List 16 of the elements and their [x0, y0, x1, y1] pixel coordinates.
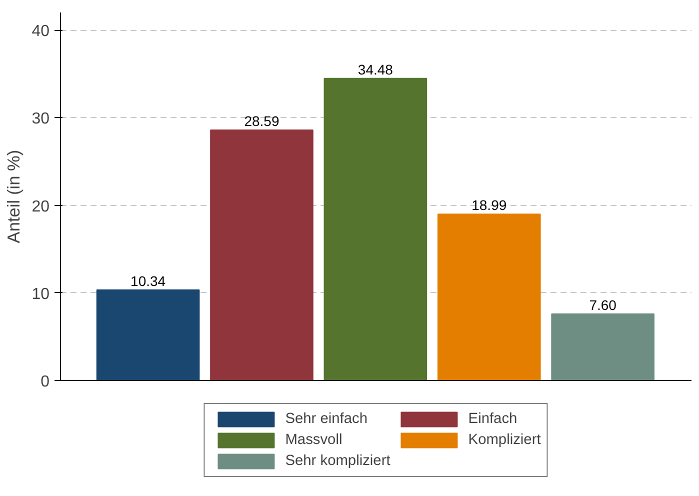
data-label: 34.48 [358, 61, 394, 78]
y-tick-label: 10 [32, 286, 50, 303]
legend-label: Massvoll [285, 432, 342, 448]
y-tick-label: 40 [32, 23, 50, 40]
legend-label: Sehr einfach [285, 411, 368, 427]
legend-label: Einfach [468, 411, 518, 427]
legend-label: Sehr kompliziert [285, 453, 390, 469]
y-tick-label: 0 [40, 374, 50, 390]
y-tick-label: 30 [32, 110, 50, 128]
data-label: 28.59 [244, 112, 280, 129]
data-label: 7.60 [589, 296, 617, 313]
data-label: 10.34 [130, 272, 166, 289]
legend-label: Kompliziert [468, 432, 541, 448]
data-label: 18.99 [472, 197, 507, 214]
y-axis-title: Anteil (in %) [4, 150, 24, 244]
y-tick-label: 20 [32, 198, 50, 216]
